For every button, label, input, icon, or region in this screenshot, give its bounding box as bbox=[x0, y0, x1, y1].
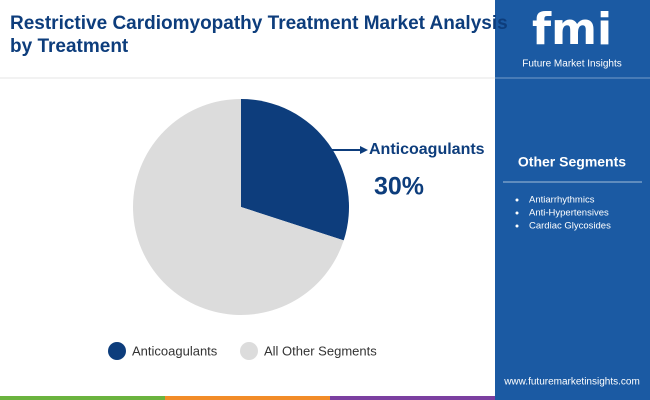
legend-label: All Other Segments bbox=[264, 343, 377, 358]
chart-title: Restrictive Cardiomyopathy Treatment Mar… bbox=[10, 13, 508, 57]
stripe bbox=[0, 396, 165, 400]
panel-title: Other Segments bbox=[518, 154, 626, 170]
logo: fmi bbox=[532, 4, 612, 55]
panel-item: Antiarrhythmics bbox=[529, 195, 595, 206]
callout-label: Anticoagulants bbox=[369, 141, 485, 158]
panel-item: Anti-Hypertensives bbox=[529, 208, 609, 219]
legend-swatch bbox=[108, 342, 126, 360]
side-panel bbox=[495, 0, 650, 400]
callout-arrowhead bbox=[360, 146, 368, 154]
stripe bbox=[495, 396, 650, 400]
pie-slice bbox=[133, 99, 344, 315]
bullet bbox=[515, 198, 519, 202]
stripe bbox=[330, 396, 495, 400]
pie-slice bbox=[241, 99, 350, 241]
brand-name: Future Market Insights bbox=[522, 59, 621, 70]
stripe bbox=[165, 396, 330, 400]
bullet bbox=[515, 211, 519, 215]
footer-url: www.futuremarketinsights.com bbox=[503, 377, 640, 388]
panel-item: Cardiac Glycosides bbox=[529, 221, 611, 232]
legend-label: Anticoagulants bbox=[132, 343, 218, 358]
legend-swatch bbox=[240, 342, 258, 360]
value-label: 30% bbox=[374, 173, 424, 201]
bullet bbox=[515, 224, 519, 228]
